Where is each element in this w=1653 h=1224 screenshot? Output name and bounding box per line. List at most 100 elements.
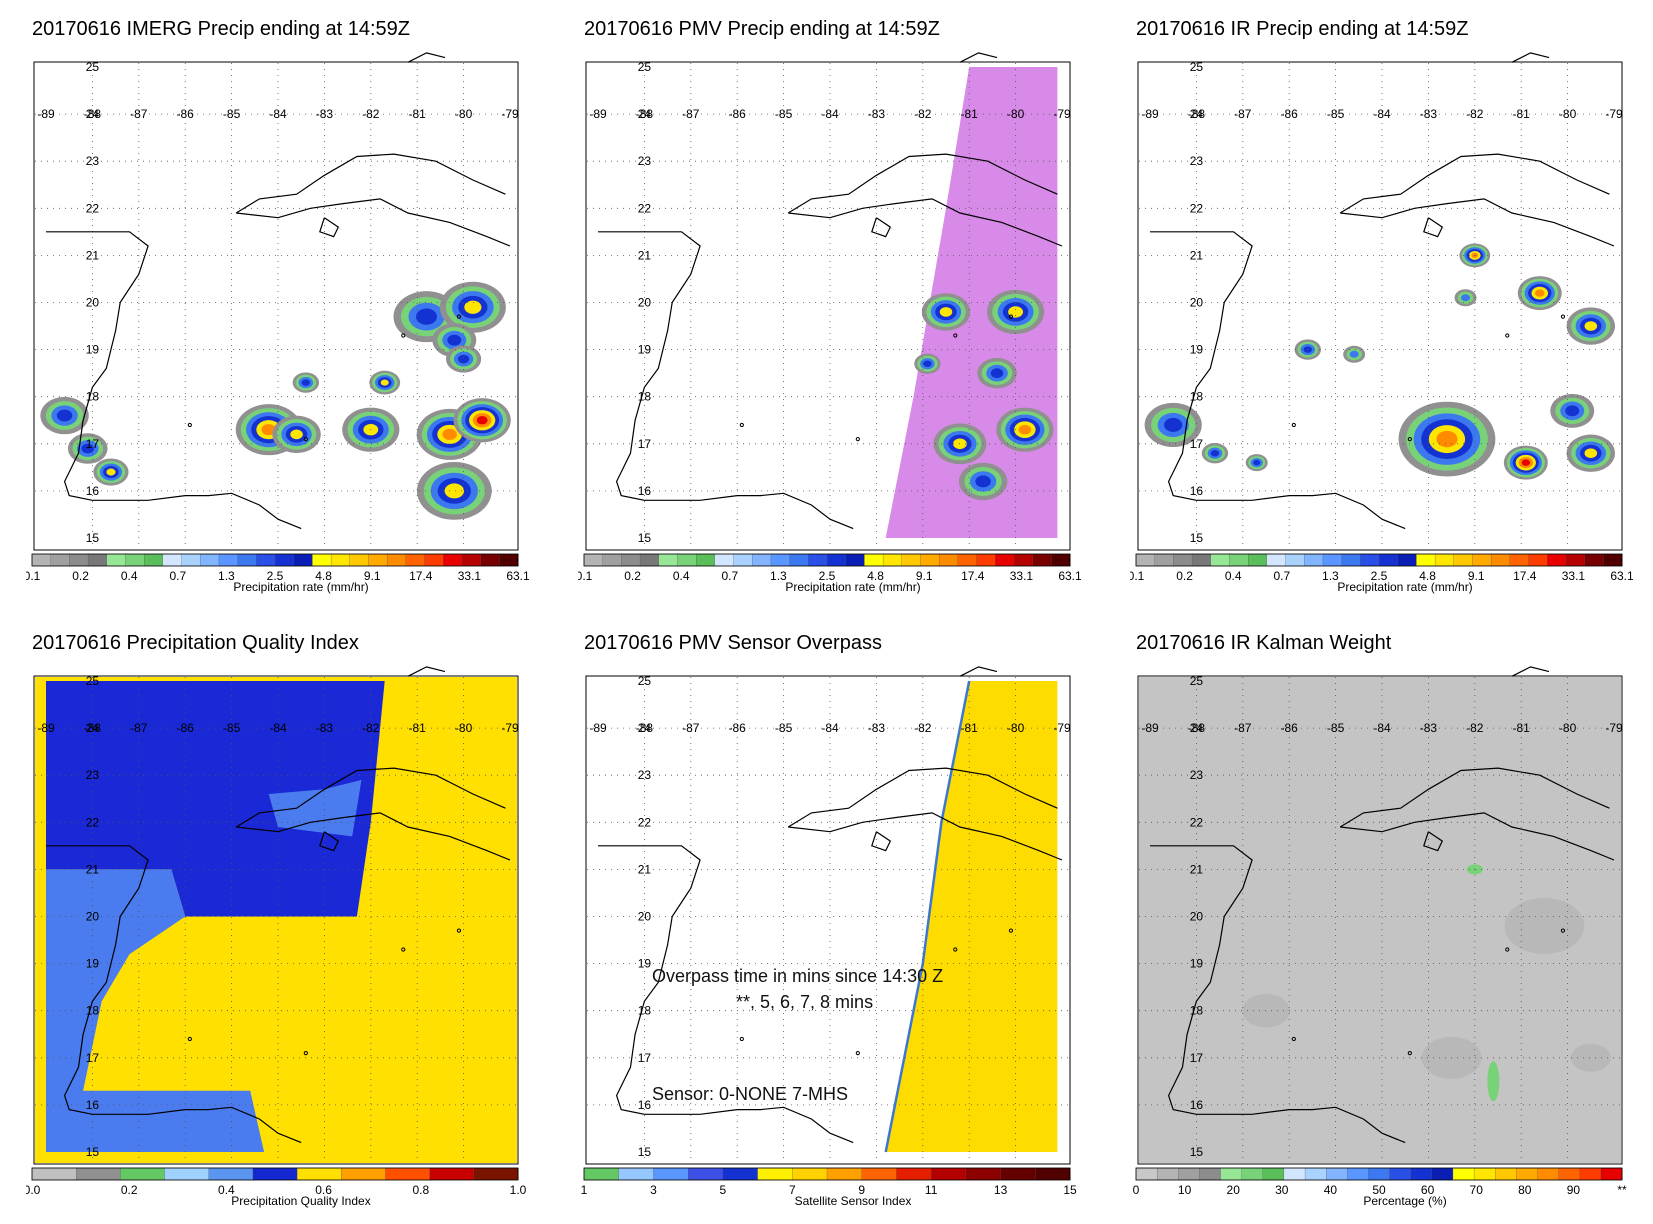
- pqi-medium-quality: [46, 869, 265, 1152]
- colorbar-swatch: [1283, 1167, 1306, 1181]
- colorbar-tick: 4.8: [1419, 569, 1436, 583]
- colorbar-swatch: [1262, 1167, 1285, 1181]
- precip-cell: [1534, 289, 1545, 297]
- lat-label: 24: [86, 107, 100, 121]
- data-layer: [40, 281, 511, 520]
- colorbar-swatch: [274, 553, 295, 567]
- kalman-shade: [1570, 1043, 1611, 1072]
- lon-label: -84: [269, 721, 287, 735]
- colorbar-swatch: [1199, 1167, 1222, 1181]
- colorbar-swatch: [1135, 553, 1156, 567]
- lat-label: 25: [86, 60, 100, 74]
- lon-label: -86: [177, 107, 195, 121]
- map-overlay: -89 -88 -87 -86 -85 -84 -83 -82 -81 -80 -79 25 24 23 2…: [35, 666, 519, 1163]
- colorbar-swatch: [1389, 1167, 1412, 1181]
- colorbar-swatch: [237, 553, 257, 567]
- precip-cell: [1565, 405, 1580, 417]
- lat-label: 22: [638, 201, 652, 215]
- lat-label: 19: [86, 343, 100, 357]
- colorbar-swatch: [499, 553, 519, 567]
- colorbar-swatch: [120, 1167, 166, 1181]
- pqi-low-quality: [46, 681, 385, 917]
- lat-label: 20: [86, 296, 100, 310]
- precip-cell: [464, 300, 482, 314]
- colorbar-tick: 0.8: [412, 1183, 429, 1197]
- lon-label: -86: [729, 721, 747, 735]
- colorbar-swatch: [930, 1167, 967, 1181]
- colorbar-swatch: [957, 553, 978, 567]
- island: [1291, 422, 1296, 428]
- colorbar-swatch: [845, 553, 865, 567]
- lon-label: -80: [455, 721, 473, 735]
- island: [1505, 333, 1510, 338]
- lat-label: 19: [1190, 343, 1204, 357]
- precip-cell: [1584, 321, 1598, 331]
- colorbar-tick: 90: [1567, 1183, 1581, 1197]
- colorbar-swatch: [1266, 553, 1287, 567]
- lon-label: -81: [409, 721, 427, 735]
- lon-label: -89: [37, 107, 55, 121]
- precip-cell: [261, 424, 276, 436]
- island: [303, 436, 308, 442]
- precip-cell: [1018, 424, 1032, 435]
- lat-label: 17: [638, 437, 652, 451]
- overpass-map: -89 -88 -87 -86 -85 -84 -83 -82 -81 -80 -79 25 24 23 2…: [581, 666, 1077, 1197]
- lat-label: 15: [86, 531, 100, 545]
- lon-label: -81: [961, 721, 979, 735]
- lon-label: -85: [775, 107, 793, 121]
- colorbar-swatch: [602, 553, 622, 567]
- colorbar-swatch: [792, 1167, 828, 1181]
- colorbar-tick: 1.3: [770, 569, 787, 583]
- pmv-map: -89 -88 -87 -86 -85 -84 -83 -82 -81 -80 -79 25 24 23 2…: [578, 52, 1082, 583]
- colorbar-swatch: [1135, 1167, 1158, 1181]
- colorbar-tick: 60: [1421, 1183, 1435, 1197]
- colorbar-swatch: [770, 553, 791, 567]
- colorbar: 0 10 20 30 40 50 60 70 80 90 **: [1133, 1167, 1627, 1197]
- map-overlay: -89 -88 -87 -86 -85 -84 -83 -82 -81 -80 -79 25 24 23 2…: [587, 666, 1071, 1163]
- precip-cell: [1436, 430, 1458, 448]
- panel-kalman: 20170616 IR Kalman Weight -89 -88 -87 -86 -8…: [1130, 614, 1653, 1224]
- colorbar-swatch: [312, 553, 332, 567]
- colorbar-swatch: [1173, 553, 1193, 567]
- colorbar-swatch: [714, 553, 735, 567]
- panel-overpass: 20170616 PMV Sensor Overpass -89 -88 -87 -8…: [578, 614, 1128, 1224]
- colorbar-swatch: [826, 553, 847, 567]
- colorbar-swatch: [864, 553, 884, 567]
- colorbar-swatch: [31, 1167, 77, 1181]
- precip-cell: [106, 468, 116, 476]
- lat-label: 16: [638, 1098, 652, 1112]
- colorbar-tick: 33.1: [1010, 569, 1034, 583]
- coastline: [1340, 812, 1615, 861]
- lon-label: -79: [501, 107, 519, 121]
- colorbar: 0.1 0.2 0.4 0.7 1.3 2.5 4.8 9.1 17.4 33.1 63.1: [1130, 553, 1634, 583]
- lon-label: -83: [868, 107, 886, 121]
- lon-label: -86: [177, 721, 195, 735]
- coastline: [871, 831, 892, 852]
- lat-label: 22: [1190, 201, 1204, 215]
- colorbar-tick: 17.4: [1513, 569, 1537, 583]
- lat-label: 17: [638, 1051, 652, 1065]
- lat-label: 18: [86, 1004, 100, 1018]
- colorbar-tick: 50: [1372, 1183, 1386, 1197]
- lon-label: -80: [1559, 721, 1577, 735]
- colorbar-swatch: [125, 553, 145, 567]
- lat-label: 17: [86, 1051, 100, 1065]
- lon-label: -79: [1605, 721, 1623, 735]
- lon-label: -85: [1327, 721, 1345, 735]
- lon-label: -83: [868, 721, 886, 735]
- colorbar-swatch: [200, 553, 220, 567]
- colorbar-tick: 0.2: [121, 1183, 138, 1197]
- island: [855, 436, 860, 442]
- colorbar-swatch: [1453, 553, 1474, 567]
- colorbar-swatch: [939, 553, 959, 567]
- kalman-shade: [1504, 897, 1585, 954]
- lon-label: -85: [775, 721, 793, 735]
- lon-label: -85: [223, 721, 241, 735]
- lat-label: 19: [86, 957, 100, 971]
- colorbar-swatch: [826, 1167, 863, 1181]
- map-overlay: -89 -88 -87 -86 -85 -84 -83 -82 -81 -80 -79 25 24 23 2…: [1139, 666, 1623, 1163]
- lon-label: -89: [1141, 107, 1159, 121]
- colorbar-swatch: [387, 553, 407, 567]
- lon-label: -83: [316, 721, 334, 735]
- colorbar-swatch: [1304, 553, 1324, 567]
